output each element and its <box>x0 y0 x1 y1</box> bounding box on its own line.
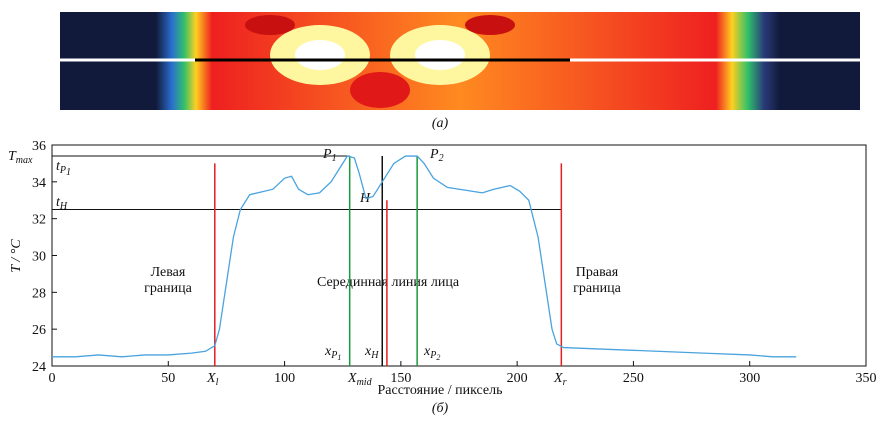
annotation: Xr <box>553 371 567 388</box>
y-axis-label: T / °C <box>9 239 24 273</box>
x-tick-label: 250 <box>623 371 644 386</box>
annotation: Xl <box>206 371 219 388</box>
annotation: P1 <box>322 147 337 164</box>
annotation: xH <box>364 344 379 361</box>
data-line <box>52 156 796 357</box>
annotation: Серединная линия лица <box>317 275 460 290</box>
x-tick-label: 300 <box>739 371 760 386</box>
figure: (а) (б) Расстояние / пиксель T / °C Tmax… <box>0 0 885 419</box>
x-tick-label: 200 <box>507 371 528 386</box>
x-tick-label: 150 <box>390 371 411 386</box>
y-tick-label: 36 <box>32 139 46 154</box>
y-tick-label: 28 <box>32 286 46 301</box>
x-tick-label: 100 <box>274 371 295 386</box>
y-tick-label: 24 <box>32 360 46 375</box>
annotation: xP2 <box>423 344 440 362</box>
annotation: xP1 <box>324 344 341 362</box>
panel-label: (а) <box>432 116 449 131</box>
y-tick-label: 30 <box>32 250 46 265</box>
thermal-image <box>60 12 860 110</box>
y-tick-label: 34 <box>32 176 46 191</box>
panel-label: (б) <box>432 401 449 416</box>
plot-frame <box>52 145 866 366</box>
y-tick-label: 26 <box>32 323 46 338</box>
x-tick-label: 0 <box>49 371 56 386</box>
annotation: P2 <box>429 147 444 164</box>
x-tick-label: 350 <box>856 371 877 386</box>
annotation: Tmax <box>8 149 33 166</box>
annotation: tP1 <box>56 159 71 178</box>
annotation: Xmid <box>347 371 373 388</box>
x-tick-label: 50 <box>161 371 175 386</box>
y-tick-label: 32 <box>32 213 46 228</box>
